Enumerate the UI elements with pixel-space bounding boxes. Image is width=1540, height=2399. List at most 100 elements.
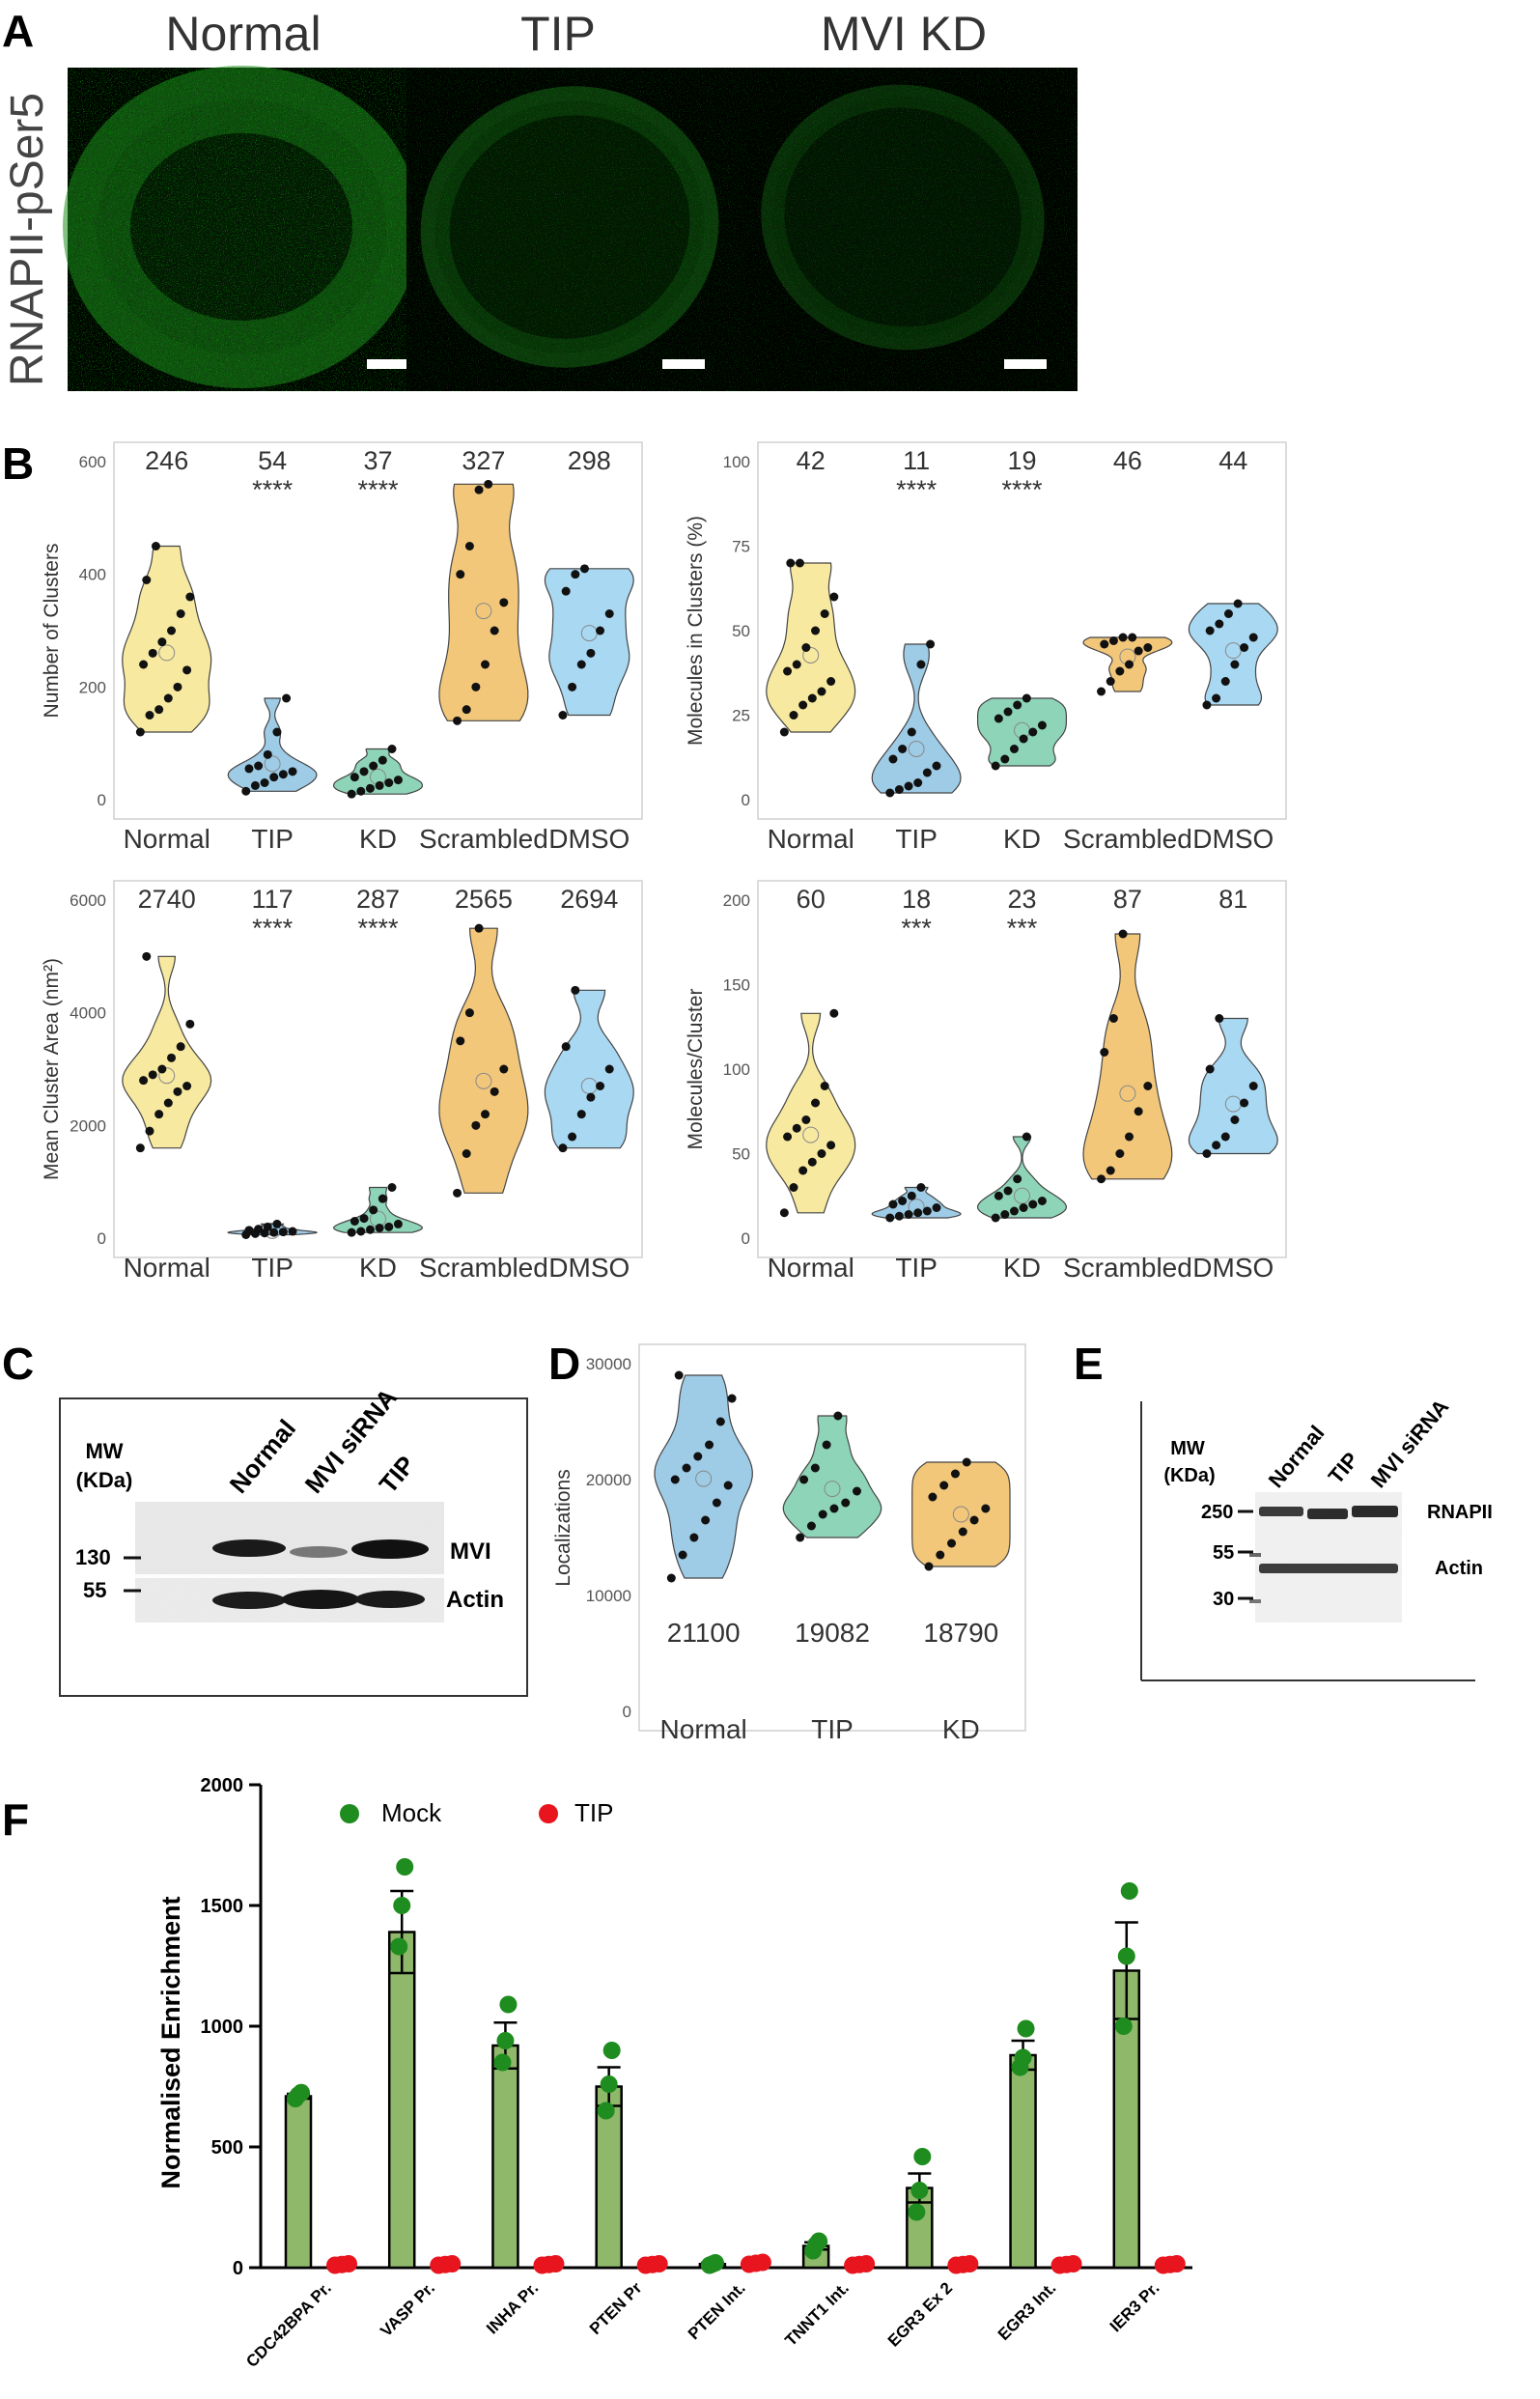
category-label: KD [942, 1714, 980, 1744]
data-point [1125, 1132, 1134, 1142]
data-point [1230, 660, 1240, 669]
mock-point [1114, 2018, 1133, 2035]
data-point [474, 485, 484, 494]
panel-e-marker-55: 55 [1213, 1542, 1234, 1564]
data-point [1248, 1082, 1258, 1090]
panel-letter-d: D [548, 1339, 580, 1389]
data-point [822, 1440, 831, 1450]
data-point [154, 705, 164, 715]
data-point [806, 1521, 816, 1531]
data-point [994, 1191, 1003, 1200]
violin-plot-3: 0 2000 4000 6000 Mean Cluster Area (nm²) 2740… [41, 880, 643, 1283]
mean-marker [952, 1506, 969, 1523]
tip-point [443, 2255, 462, 2272]
data-point [811, 1098, 821, 1108]
data-point [1022, 1132, 1031, 1142]
y-tick-label: 0 [98, 1229, 106, 1248]
mean-value-label: 287 [356, 885, 400, 914]
data-point [779, 1208, 789, 1218]
data-point [796, 1533, 805, 1542]
data-point [369, 1205, 378, 1215]
condition-label-mvi-kd: MVI KD [821, 7, 987, 61]
data-point [916, 660, 926, 669]
band-actin-sirna [282, 1590, 359, 1609]
y-tick-label: 0 [233, 2258, 243, 2279]
data-point [1223, 609, 1233, 618]
data-point [561, 1042, 571, 1052]
data-point [916, 1183, 926, 1192]
data-point [558, 1143, 568, 1153]
mean-marker [158, 1067, 176, 1085]
mock-point [600, 2075, 618, 2093]
violin-kd [911, 1461, 1011, 1567]
y-tick-label: 600 [79, 453, 106, 471]
legend-mock-marker [340, 1804, 359, 1823]
data-point [393, 776, 403, 785]
micrograph-normal: Normal [63, 7, 421, 391]
y-tick-label: 20000 [586, 1471, 631, 1489]
data-point [723, 1481, 733, 1490]
data-point [852, 1486, 861, 1496]
data-point [456, 570, 465, 579]
data-point [1215, 619, 1224, 629]
data-point [471, 682, 481, 691]
band-actin-e [1259, 1564, 1398, 1573]
bar-mock-2 [491, 2044, 519, 2270]
mock-point [499, 1995, 518, 2014]
data-point [456, 1036, 465, 1046]
data-point [888, 1200, 898, 1209]
category-label: Scrambled [1063, 1253, 1192, 1283]
data-point [269, 773, 279, 782]
data-point [135, 727, 145, 737]
mock-point [1017, 2019, 1035, 2038]
y-tick-label: 50 [732, 622, 750, 640]
panel-a-stain-label: RNAPII-pSer5 [2, 93, 53, 386]
data-point [1240, 1098, 1249, 1108]
mean-value-label: 54 [258, 446, 287, 475]
mean-value-label: 60 [797, 885, 826, 914]
y-tick-label: 10000 [586, 1587, 631, 1605]
data-point [818, 1510, 827, 1519]
mean-value-label: 42 [797, 446, 826, 475]
y-tick-label: 0 [742, 1229, 750, 1248]
panel-c-kda-label: (KDa) [76, 1468, 133, 1492]
data-point [947, 1538, 957, 1548]
mean-value-label: 298 [568, 446, 611, 475]
data-point [185, 1019, 195, 1029]
band-mvi-sirna [290, 1546, 348, 1558]
data-point [151, 542, 160, 550]
data-point [1202, 1149, 1212, 1158]
data-point [1097, 687, 1106, 696]
mean-value-label: 44 [1218, 446, 1247, 475]
mock-point [706, 2254, 724, 2272]
data-point [561, 586, 571, 596]
mean-marker [802, 1126, 820, 1143]
mock-point [496, 2032, 515, 2049]
data-point [254, 1225, 264, 1234]
data-point [579, 564, 589, 574]
data-point [288, 767, 297, 776]
mean-value-label: 246 [145, 446, 188, 475]
mean-marker [1014, 1187, 1030, 1204]
data-point [962, 1457, 971, 1467]
data-point [950, 1469, 960, 1479]
data-point [783, 1132, 793, 1142]
data-point [596, 626, 605, 635]
data-point [922, 1206, 932, 1216]
data-point [1019, 1203, 1028, 1212]
mean-value-label: 21100 [667, 1618, 741, 1648]
y-tick-label: 400 [79, 566, 106, 584]
data-point [801, 643, 811, 652]
mean-marker [1224, 642, 1242, 660]
mock-point [393, 1897, 411, 1914]
panel-e-mw-label: MW [1170, 1438, 1205, 1459]
data-point [568, 1132, 577, 1142]
data-point [841, 1498, 851, 1508]
data-point [705, 1440, 714, 1450]
data-point [145, 711, 154, 720]
y-axis-label: Molecules/Cluster [685, 989, 707, 1150]
micrograph-tip: TIP [406, 7, 746, 391]
data-point [558, 711, 568, 720]
data-point [269, 1228, 279, 1237]
data-point [826, 1141, 836, 1150]
